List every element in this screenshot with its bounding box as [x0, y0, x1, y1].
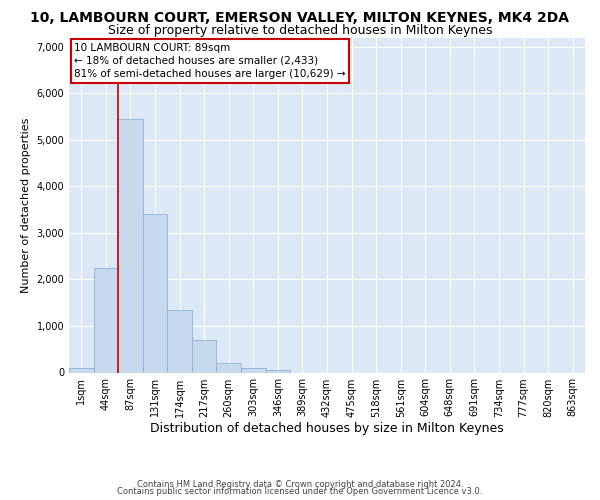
Bar	[266, 370, 290, 372]
Text: 10, LAMBOURN COURT, EMERSON VALLEY, MILTON KEYNES, MK4 2DA: 10, LAMBOURN COURT, EMERSON VALLEY, MILT…	[31, 11, 569, 25]
Bar	[192, 340, 217, 372]
Text: 10 LAMBOURN COURT: 89sqm
← 18% of detached houses are smaller (2,433)
81% of sem: 10 LAMBOURN COURT: 89sqm ← 18% of detach…	[74, 42, 346, 79]
Bar	[241, 368, 266, 372]
Text: Size of property relative to detached houses in Milton Keynes: Size of property relative to detached ho…	[108, 24, 492, 37]
Text: Contains HM Land Registry data © Crown copyright and database right 2024.: Contains HM Land Registry data © Crown c…	[137, 480, 463, 489]
Bar	[94, 268, 118, 372]
Bar	[69, 368, 94, 372]
Bar	[167, 310, 192, 372]
Bar	[217, 363, 241, 372]
Text: Contains public sector information licensed under the Open Government Licence v3: Contains public sector information licen…	[118, 488, 482, 496]
X-axis label: Distribution of detached houses by size in Milton Keynes: Distribution of detached houses by size …	[150, 422, 504, 436]
Bar	[118, 119, 143, 372]
Bar	[143, 214, 167, 372]
Y-axis label: Number of detached properties: Number of detached properties	[21, 118, 31, 292]
